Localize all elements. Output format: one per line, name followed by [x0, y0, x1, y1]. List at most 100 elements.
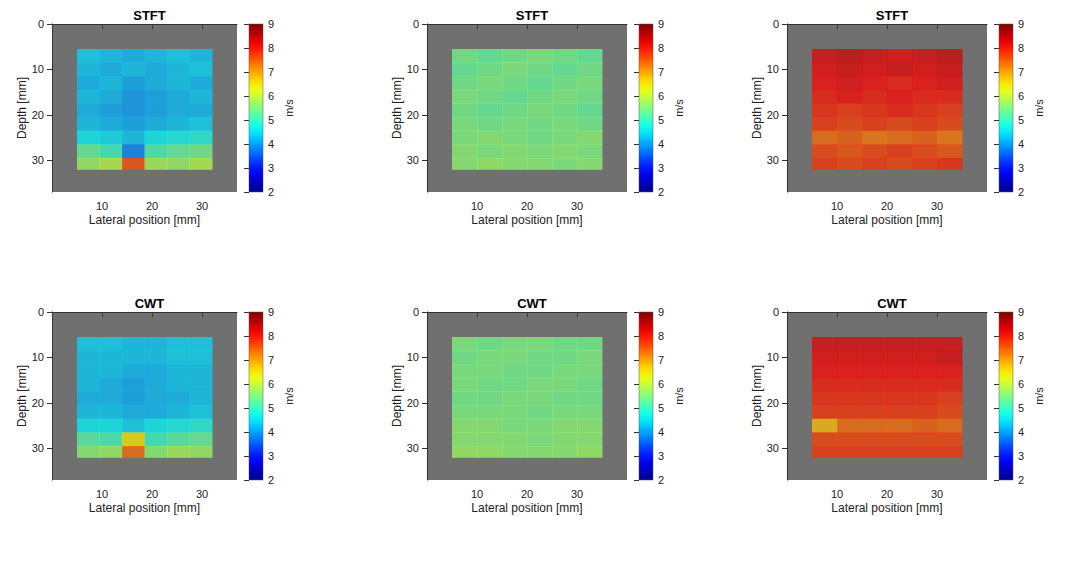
svg-text:9: 9	[268, 306, 274, 318]
svg-text:Lateral position [mm]: Lateral position [mm]	[831, 501, 942, 515]
svg-text:STFT: STFT	[876, 8, 909, 23]
svg-text:0: 0	[38, 306, 44, 318]
svg-text:4: 4	[1018, 138, 1024, 150]
svg-text:4: 4	[1018, 426, 1024, 438]
svg-text:2: 2	[1018, 474, 1024, 486]
svg-text:2: 2	[1018, 186, 1024, 198]
svg-text:Depth [mm]: Depth [mm]	[15, 365, 29, 427]
svg-text:2: 2	[658, 474, 664, 486]
svg-text:m/s: m/s	[283, 387, 295, 405]
svg-text:6: 6	[268, 90, 274, 102]
svg-text:8: 8	[268, 330, 274, 342]
svg-text:30: 30	[196, 488, 208, 500]
svg-text:Lateral position [mm]: Lateral position [mm]	[471, 501, 582, 515]
svg-text:8: 8	[658, 42, 664, 54]
svg-text:10: 10	[831, 200, 843, 212]
svg-text:8: 8	[268, 42, 274, 54]
svg-text:5: 5	[658, 114, 664, 126]
svg-text:CWT: CWT	[877, 296, 907, 311]
svg-text:6: 6	[658, 90, 664, 102]
svg-text:10: 10	[831, 488, 843, 500]
svg-text:Lateral position [mm]: Lateral position [mm]	[831, 213, 942, 227]
svg-text:6: 6	[268, 378, 274, 390]
svg-text:30: 30	[931, 488, 943, 500]
svg-text:0: 0	[38, 18, 44, 30]
svg-text:7: 7	[268, 66, 274, 78]
svg-text:30: 30	[571, 200, 583, 212]
svg-text:5: 5	[268, 402, 274, 414]
svg-text:10: 10	[32, 351, 44, 363]
svg-text:7: 7	[1018, 354, 1024, 366]
svg-text:2: 2	[268, 186, 274, 198]
svg-text:10: 10	[767, 351, 779, 363]
svg-text:9: 9	[1018, 306, 1024, 318]
svg-text:5: 5	[1018, 402, 1024, 414]
svg-text:30: 30	[407, 154, 419, 166]
svg-text:0: 0	[773, 306, 779, 318]
svg-text:20: 20	[881, 200, 893, 212]
svg-text:7: 7	[658, 66, 664, 78]
svg-text:30: 30	[32, 442, 44, 454]
svg-text:10: 10	[407, 63, 419, 75]
svg-text:20: 20	[146, 200, 158, 212]
svg-text:10: 10	[471, 488, 483, 500]
svg-text:20: 20	[881, 488, 893, 500]
svg-text:4: 4	[658, 426, 664, 438]
svg-text:30: 30	[767, 442, 779, 454]
svg-text:Lateral position [mm]: Lateral position [mm]	[89, 501, 200, 515]
svg-text:6: 6	[1018, 378, 1024, 390]
svg-text:m/s: m/s	[1033, 99, 1045, 117]
svg-text:3: 3	[658, 450, 664, 462]
svg-text:3: 3	[268, 162, 274, 174]
svg-text:20: 20	[407, 397, 419, 409]
svg-text:3: 3	[268, 450, 274, 462]
svg-text:Depth [mm]: Depth [mm]	[750, 77, 764, 139]
svg-text:10: 10	[767, 63, 779, 75]
svg-text:5: 5	[658, 402, 664, 414]
svg-text:4: 4	[268, 426, 274, 438]
svg-text:30: 30	[571, 488, 583, 500]
svg-text:Lateral position [mm]: Lateral position [mm]	[89, 213, 200, 227]
svg-text:6: 6	[1018, 90, 1024, 102]
svg-text:7: 7	[268, 354, 274, 366]
svg-text:20: 20	[32, 397, 44, 409]
svg-text:7: 7	[658, 354, 664, 366]
svg-text:10: 10	[96, 488, 108, 500]
svg-text:2: 2	[658, 186, 664, 198]
svg-text:Lateral position [mm]: Lateral position [mm]	[471, 213, 582, 227]
svg-text:m/s: m/s	[673, 99, 685, 117]
svg-text:STFT: STFT	[133, 8, 166, 23]
svg-text:10: 10	[407, 351, 419, 363]
svg-text:7: 7	[1018, 66, 1024, 78]
svg-text:Depth [mm]: Depth [mm]	[390, 77, 404, 139]
svg-text:30: 30	[32, 154, 44, 166]
svg-text:6: 6	[658, 378, 664, 390]
svg-text:20: 20	[521, 200, 533, 212]
svg-text:9: 9	[268, 18, 274, 30]
svg-text:30: 30	[196, 200, 208, 212]
svg-text:3: 3	[1018, 450, 1024, 462]
svg-text:5: 5	[268, 114, 274, 126]
svg-text:3: 3	[658, 162, 664, 174]
svg-text:5: 5	[1018, 114, 1024, 126]
svg-text:8: 8	[1018, 330, 1024, 342]
svg-text:CWT: CWT	[135, 296, 165, 311]
svg-text:20: 20	[32, 109, 44, 121]
svg-text:4: 4	[658, 138, 664, 150]
svg-text:8: 8	[658, 330, 664, 342]
svg-text:3: 3	[1018, 162, 1024, 174]
svg-text:30: 30	[767, 154, 779, 166]
svg-text:10: 10	[471, 200, 483, 212]
svg-text:20: 20	[407, 109, 419, 121]
svg-text:10: 10	[96, 200, 108, 212]
svg-text:9: 9	[1018, 18, 1024, 30]
svg-text:m/s: m/s	[283, 99, 295, 117]
svg-text:m/s: m/s	[1033, 387, 1045, 405]
svg-text:20: 20	[521, 488, 533, 500]
svg-text:STFT: STFT	[516, 8, 549, 23]
svg-text:20: 20	[146, 488, 158, 500]
svg-text:m/s: m/s	[673, 387, 685, 405]
svg-text:8: 8	[1018, 42, 1024, 54]
svg-text:10: 10	[32, 63, 44, 75]
svg-text:Depth [mm]: Depth [mm]	[15, 77, 29, 139]
